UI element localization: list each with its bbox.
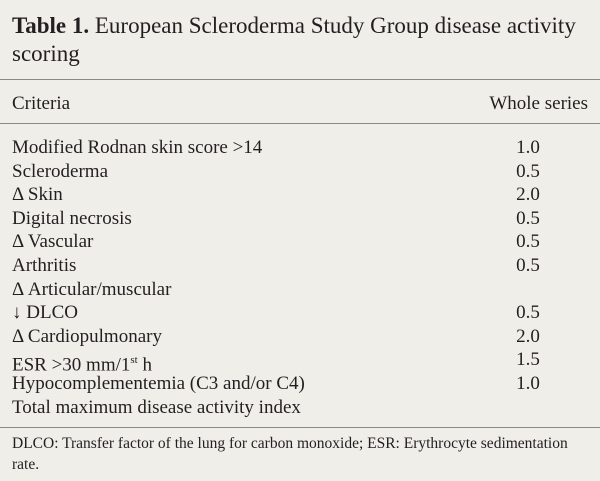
criteria-text: Arthritis [12, 255, 77, 276]
criteria-superscript: st [130, 354, 138, 367]
criteria-text: Scleroderma [12, 160, 109, 182]
criteria-cell: Total maximum disease activity index [12, 397, 301, 419]
criteria-text: Δ Articular/muscular [12, 278, 172, 300]
criteria-cell: Scleroderma [12, 161, 108, 183]
value-cell: 0.5 [516, 255, 540, 276]
criteria-text: h [137, 354, 153, 376]
value-cell: 0.5 [516, 231, 540, 253]
criteria-text: Total maximum disease activity index [12, 396, 301, 418]
criteria-text: Digital necrosis [12, 207, 132, 229]
rule [0, 427, 600, 428]
rule [0, 123, 600, 124]
value-cell: 2.0 [516, 325, 540, 347]
criteria-cell: Arthritis [12, 255, 76, 277]
header-cell: Whole series [489, 93, 588, 114]
header-cell: Criteria [12, 93, 71, 114]
criteria-cell: Δ Vascular [12, 231, 93, 253]
criteria-cell: Modified Rodnan skin score >14 [12, 137, 262, 159]
criteria-text: Δ Cardiopulmonary [12, 325, 162, 347]
criteria-cell: Δ Skin [12, 184, 63, 206]
criteria-text: Hypocomplementemia (C3 and/or C4) [12, 373, 305, 394]
value-cell: 1.0 [516, 373, 540, 394]
value-cell: 1.5 [516, 349, 540, 371]
table-label: Table 1. [12, 13, 90, 38]
criteria-cell: ↓ DLCO [12, 302, 78, 324]
table-title-block: Table 1. European Scleroderma Study Grou… [12, 12, 592, 68]
criteria-cell: Digital necrosis [12, 208, 132, 230]
criteria-cell: Δ Articular/muscular [12, 279, 171, 301]
value-cell: 2.0 [516, 184, 540, 206]
criteria-text: Δ Vascular [12, 231, 94, 253]
criteria-cell: Δ Cardiopulmonary [12, 326, 162, 348]
criteria-cell: ESR >30 mm/1st h [12, 349, 152, 376]
criteria-text: Δ Skin [12, 184, 63, 206]
rule [0, 79, 600, 80]
criteria-text: ESR >30 mm/1 [12, 354, 131, 376]
footnote: DLCO: Transfer factor of the lung for ca… [12, 435, 568, 473]
criteria-text: ↓ DLCO [12, 302, 78, 324]
value-cell: 0.5 [516, 160, 540, 182]
value-cell: 1.0 [516, 137, 540, 158]
criteria-text: Modified Rodnan skin score >14 [12, 137, 263, 158]
value-cell: 0.5 [516, 207, 540, 229]
table-title: European Scleroderma Study Group disease… [12, 13, 576, 66]
criteria-cell: Hypocomplementemia (C3 and/or C4) [12, 373, 305, 395]
value-cell: 0.5 [516, 302, 540, 324]
